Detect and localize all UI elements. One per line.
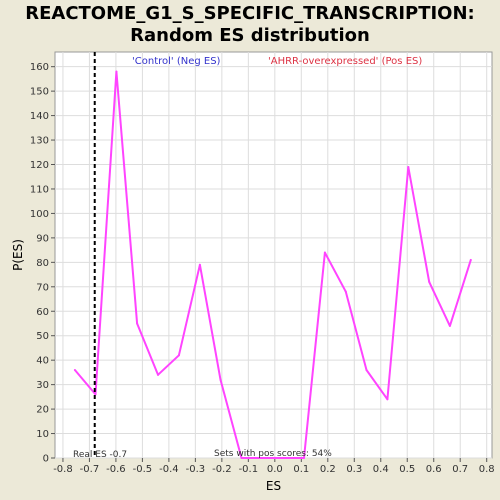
x-tick-label: -0.4 (159, 464, 179, 475)
x-tick-label: 0.8 (479, 464, 495, 475)
data-point (365, 368, 368, 371)
x-tick-label: 0.7 (452, 464, 468, 475)
axes: -0.8 -0.7 -0.6 -0.5 -0.4 -0.3 -0.2 -0.1 0.0 0.1 0.… (30, 62, 495, 475)
data-point (469, 258, 472, 261)
data-point (198, 263, 201, 266)
data-point (448, 324, 451, 327)
data-point (240, 457, 243, 459)
data-point (282, 457, 285, 459)
y-axis-label: P(ES) (11, 239, 25, 271)
real-es-label: Real ES -0.7 (73, 450, 127, 460)
y-tick-label: 50 (36, 331, 49, 342)
data-point (115, 70, 118, 73)
x-tick-label: 0.5 (399, 464, 415, 475)
data-point (219, 378, 222, 381)
y-tick-label: 150 (30, 87, 49, 98)
data-point (344, 290, 347, 293)
x-tick-label: -0.3 (186, 464, 206, 475)
data-point (428, 280, 431, 283)
x-axis-label: ES (266, 479, 281, 493)
legend-ahrr-pos-es: 'AHRR-overexpressed' (Pos ES) (268, 56, 422, 67)
data-point (323, 251, 326, 254)
y-tick-label: 140 (30, 111, 49, 122)
y-tick-label: 30 (36, 380, 49, 391)
data-point (94, 393, 97, 396)
x-tick-label: 0.3 (346, 464, 362, 475)
chart-title-line-2: Random ES distribution (130, 25, 370, 46)
x-tick-label: 0.1 (293, 464, 309, 475)
y-tick-label: 160 (30, 62, 49, 73)
x-tick-label: 0.0 (267, 464, 283, 475)
y-tick-label: 60 (36, 307, 49, 318)
y-tick-label: 20 (36, 405, 49, 416)
plot-area (54, 51, 493, 459)
legend-control-neg-es: 'Control' (Neg ES) (132, 56, 221, 67)
y-tick-label: 90 (36, 233, 49, 244)
x-tick-label: -0.7 (80, 464, 100, 475)
y-tick-label: 110 (30, 184, 49, 195)
y-tick-label: 100 (30, 209, 49, 220)
x-tick-label: -0.8 (53, 464, 73, 475)
data-point (73, 368, 76, 371)
y-tick-label: 120 (30, 160, 49, 171)
data-point (261, 457, 264, 459)
data-point (386, 398, 389, 401)
y-tick-label: 10 (36, 429, 49, 440)
data-point (407, 165, 410, 168)
data-point (157, 373, 160, 376)
x-tick-label: -0.5 (133, 464, 153, 475)
data-point (136, 322, 139, 325)
chart-title-line-1: REACTOME_G1_S_SPECIFIC_TRANSCRIPTION: (25, 3, 475, 24)
y-tick-label: 40 (36, 356, 49, 367)
series-line (74, 70, 472, 459)
x-tick-label: 0.4 (373, 464, 389, 475)
data-point (302, 457, 305, 459)
pos-scores-annotation: Sets with pos scores: 54% (214, 449, 332, 459)
y-tick-label: 70 (36, 282, 49, 293)
x-tick-label: -0.6 (106, 464, 126, 475)
grid-lines (55, 52, 492, 459)
x-tick-label: 0.2 (320, 464, 336, 475)
y-tick-label: 130 (30, 136, 49, 147)
y-tick-label: 0 (43, 454, 49, 465)
data-point (177, 354, 180, 357)
series-group (73, 70, 472, 459)
x-tick-label: -0.1 (239, 464, 259, 475)
x-tick-label: -0.2 (212, 464, 232, 475)
y-tick-label: 80 (36, 258, 49, 269)
x-tick-label: 0.6 (426, 464, 442, 475)
